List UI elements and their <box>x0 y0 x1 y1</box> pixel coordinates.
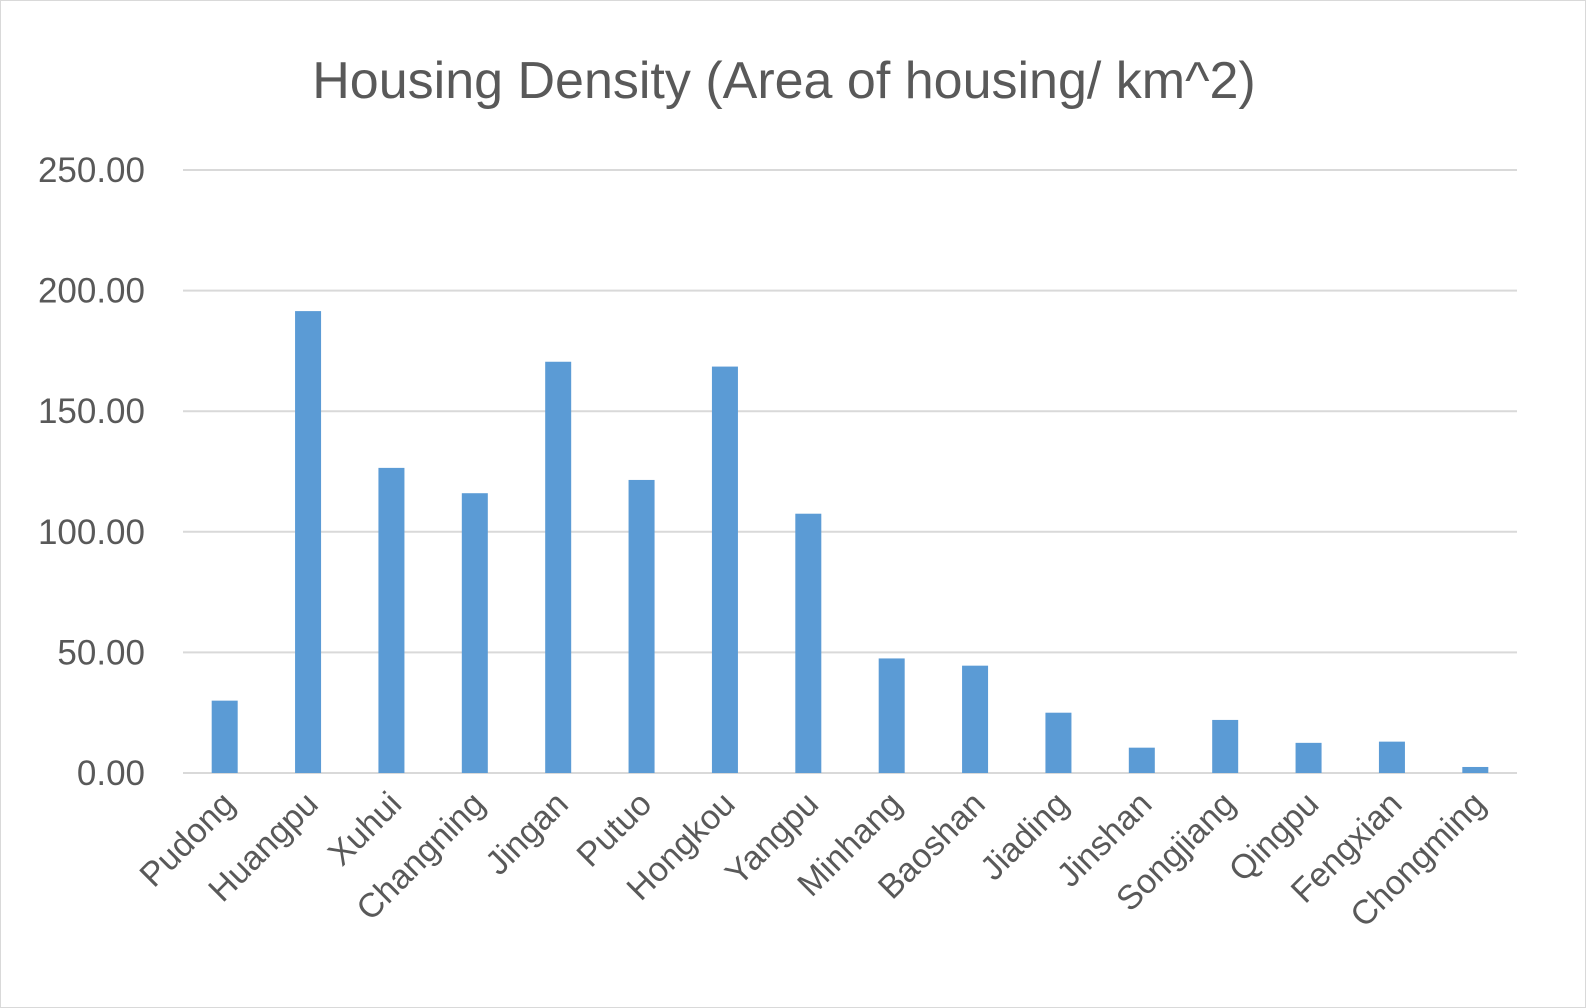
bar-jinshan <box>1128 747 1155 773</box>
chart-title: Housing Density (Area of housing/ km^2) <box>312 52 1256 110</box>
y-tick-label: 200.00 <box>38 272 145 311</box>
bar-xuhui <box>378 467 405 773</box>
y-tick-label: 0.00 <box>77 754 145 793</box>
bar-fengxian <box>1378 741 1405 773</box>
bars <box>211 311 1489 773</box>
bar-jiading <box>1045 712 1072 773</box>
x-tick-label-jingan: Jingan <box>478 785 576 883</box>
bar-hongkou <box>711 366 738 773</box>
bar-changning <box>461 493 488 773</box>
bar-yangpu <box>795 513 822 773</box>
y-tick-label: 150.00 <box>38 392 145 431</box>
bar-qingpu <box>1295 742 1322 773</box>
bar-pudong <box>211 700 238 773</box>
bar-songjiang <box>1212 719 1239 773</box>
x-axis-tick-labels: PudongHuangpuXuhuiChangningJinganPutuoHo… <box>133 785 1493 935</box>
bar-chongming <box>1462 766 1489 773</box>
y-tick-label: 50.00 <box>57 633 145 672</box>
bar-baoshan <box>962 665 989 773</box>
bar-minhang <box>878 658 905 773</box>
y-tick-label: 250.00 <box>38 151 145 190</box>
y-tick-label: 100.00 <box>38 513 145 552</box>
gridlines <box>183 169 1517 774</box>
bar-jingan <box>545 361 572 773</box>
y-axis-tick-labels: 0.00 50.00 100.00 150.00 200.00 250.00 <box>38 151 145 793</box>
bar-huangpu <box>295 311 322 773</box>
bar-putuo <box>628 479 655 773</box>
